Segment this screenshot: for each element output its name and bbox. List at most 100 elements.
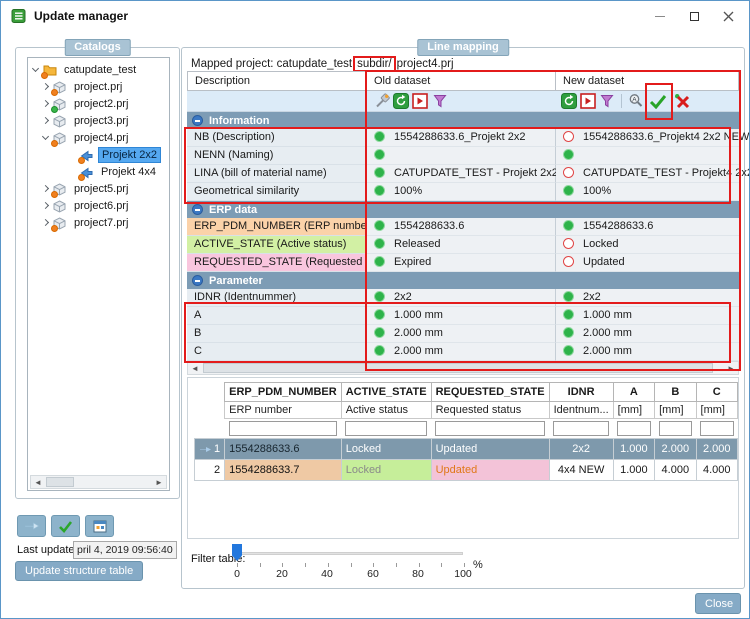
scroll-left-icon[interactable]: ◄: [34, 477, 42, 487]
mapping-row-b[interactable]: B 2.000 mm 2.000 mm: [187, 325, 739, 343]
filter-input-a[interactable]: [617, 421, 651, 436]
close-button[interactable]: Close: [695, 593, 741, 614]
refresh-icon[interactable]: [393, 93, 409, 109]
find-icon[interactable]: A: [628, 93, 644, 109]
tree-item-project-prj[interactable]: project.prj: [42, 79, 125, 96]
old-value: 1554288633.6_Projekt 2x2: [394, 131, 526, 143]
chevron-right-icon[interactable]: [42, 83, 50, 91]
refresh-icon[interactable]: [561, 93, 577, 109]
mapping-row-nenn[interactable]: NENN (Naming): [187, 147, 739, 165]
tree-item-project7-prj[interactable]: project7.prj: [42, 215, 131, 232]
scroll-right-icon[interactable]: ►: [155, 477, 163, 487]
chevron-right-icon[interactable]: [42, 219, 50, 227]
mapping-row-c[interactable]: C 2.000 mm 2.000 mm: [187, 343, 739, 361]
tree-item-project5-prj[interactable]: project5.prj: [42, 181, 131, 198]
table-row-2[interactable]: 2 1554288633.7 Locked Updated 4x4 NEW 1.…: [193, 459, 739, 481]
maximize-button[interactable]: [677, 1, 711, 31]
section-header-erp-data[interactable]: ERP data: [187, 201, 739, 218]
mapping-row-active-state[interactable]: ACTIVE_STATE (Active status) Released Lo…: [187, 236, 739, 254]
tree-item-catupdate_test[interactable]: catupdate_test: [32, 62, 139, 79]
chevron-right-icon[interactable]: [42, 100, 50, 108]
reject-x-icon[interactable]: [674, 93, 690, 109]
filter-icon[interactable]: [432, 93, 448, 109]
last-update-field[interactable]: pril 4, 2019 09:56:40: [73, 541, 177, 559]
col-header[interactable]: IDNR: [548, 382, 614, 402]
tree-item-label: Projekt 2x2: [98, 147, 162, 163]
collapse-icon[interactable]: [192, 275, 203, 286]
cell-requested-state: Updated: [430, 459, 550, 481]
old-value: 2.000 mm: [394, 327, 443, 339]
status-dot: [563, 185, 574, 196]
accept-check-icon[interactable]: [616, 92, 632, 108]
section-header-parameter[interactable]: Parameter: [187, 272, 739, 289]
tree-item-project4-prj[interactable]: project4.prj: [42, 130, 131, 147]
old-value: CATUPDATE_TEST - Projekt 2x2: [394, 167, 558, 179]
run-icon[interactable]: [412, 93, 428, 109]
chevron-down-icon[interactable]: [32, 66, 40, 74]
minimize-button[interactable]: [643, 1, 677, 31]
chevron-right-icon[interactable]: [42, 185, 50, 193]
scroll-left-icon[interactable]: ◄: [191, 363, 199, 373]
filter-icon[interactable]: [599, 93, 615, 109]
status-dot: [563, 345, 574, 356]
scrollbar-thumb[interactable]: [46, 477, 74, 487]
tree-item-projekt-2x2[interactable]: Projekt 2x2: [78, 147, 162, 164]
col-header[interactable]: B: [654, 382, 697, 402]
mapping-row-nb[interactable]: NB (Description) 1554288633.6_Projekt 2x…: [187, 129, 749, 147]
apply-mapping-button[interactable]: [17, 515, 46, 537]
confirm-mapping-button[interactable]: [51, 515, 80, 537]
col-header[interactable]: ACTIVE_STATE: [340, 382, 432, 402]
filter-slider-track[interactable]: [237, 552, 463, 555]
cell-b: 4.000: [654, 459, 697, 481]
folder-alert-icon: [41, 64, 57, 79]
tree-item-project2-prj[interactable]: project2.prj: [42, 96, 131, 113]
export-table-icon: [93, 520, 106, 532]
mapping-h-scrollbar[interactable]: ◄ ►: [187, 361, 739, 375]
filter-input-idnr[interactable]: [553, 421, 610, 436]
filter-slider-thumb[interactable]: [232, 544, 242, 561]
tree-item-project6-prj[interactable]: project6.prj: [42, 198, 131, 214]
mapping-row-lina[interactable]: LINA (bill of material name) CATUPDATE_T…: [187, 165, 749, 183]
scroll-right-icon[interactable]: ►: [727, 363, 735, 373]
collapse-icon[interactable]: [192, 115, 203, 126]
mapping-row-geometrical-similarity[interactable]: Geometrical similarity 100% 100%: [187, 183, 739, 201]
chevron-down-icon[interactable]: [42, 134, 50, 142]
tree-item-project3-prj[interactable]: project3.prj: [42, 113, 131, 129]
filter-input-c[interactable]: [700, 421, 734, 436]
mapping-row-idnr[interactable]: IDNR (Identnummer) 2x2 2x2: [187, 289, 739, 307]
tick-label-0: 0: [234, 568, 240, 580]
filter-input-erp-pdm-number[interactable]: [228, 421, 338, 436]
table-row-1[interactable]: 1 1554288633.6 Locked Updated 2x2 1.000 …: [193, 438, 739, 460]
col-subheader: Requested status: [430, 401, 550, 419]
close-window-button[interactable]: [711, 1, 745, 31]
status-dot: [563, 291, 574, 302]
cell-requested-state: Updated: [430, 438, 550, 460]
run-icon[interactable]: [580, 93, 596, 109]
filter-input-active-state[interactable]: [345, 421, 428, 436]
compare-icon[interactable]: [374, 93, 390, 109]
col-header[interactable]: C: [695, 382, 739, 402]
tree-h-scrollbar[interactable]: ◄ ►: [30, 475, 167, 489]
export-table-button[interactable]: [85, 515, 114, 537]
filter-input-requested-state[interactable]: [435, 421, 546, 436]
project-cube-icon: [51, 80, 67, 96]
section-header-information[interactable]: Information: [187, 112, 739, 129]
mapping-row-a[interactable]: A 1.000 mm 1.000 mm: [187, 307, 739, 325]
update-structure-table-button[interactable]: Update structure table: [15, 561, 144, 581]
col-header[interactable]: A: [612, 382, 656, 402]
collapse-icon[interactable]: [192, 204, 203, 215]
status-dot: [374, 149, 385, 160]
col-header[interactable]: ERP_PDM_NUMBER: [224, 382, 342, 402]
scrollbar-thumb[interactable]: [203, 363, 713, 373]
chevron-right-icon[interactable]: [42, 202, 50, 210]
tree-item-projekt-4x4[interactable]: Projekt 4x4: [78, 164, 159, 181]
mapping-row-requested-state[interactable]: REQUESTED_STATE (Requested status) Expir…: [187, 254, 739, 272]
row-label: B: [187, 325, 367, 343]
project-cube-icon: [51, 131, 67, 147]
accept-check-icon[interactable]: [649, 93, 667, 110]
filter-input-b[interactable]: [658, 421, 693, 436]
mapping-row-erp-pdm-number[interactable]: ERP_PDM_NUMBER (ERP number) 1554288633.6…: [187, 218, 739, 236]
col-header[interactable]: REQUESTED_STATE: [430, 382, 550, 402]
alert-badge: [51, 190, 58, 198]
chevron-right-icon[interactable]: [42, 117, 50, 125]
